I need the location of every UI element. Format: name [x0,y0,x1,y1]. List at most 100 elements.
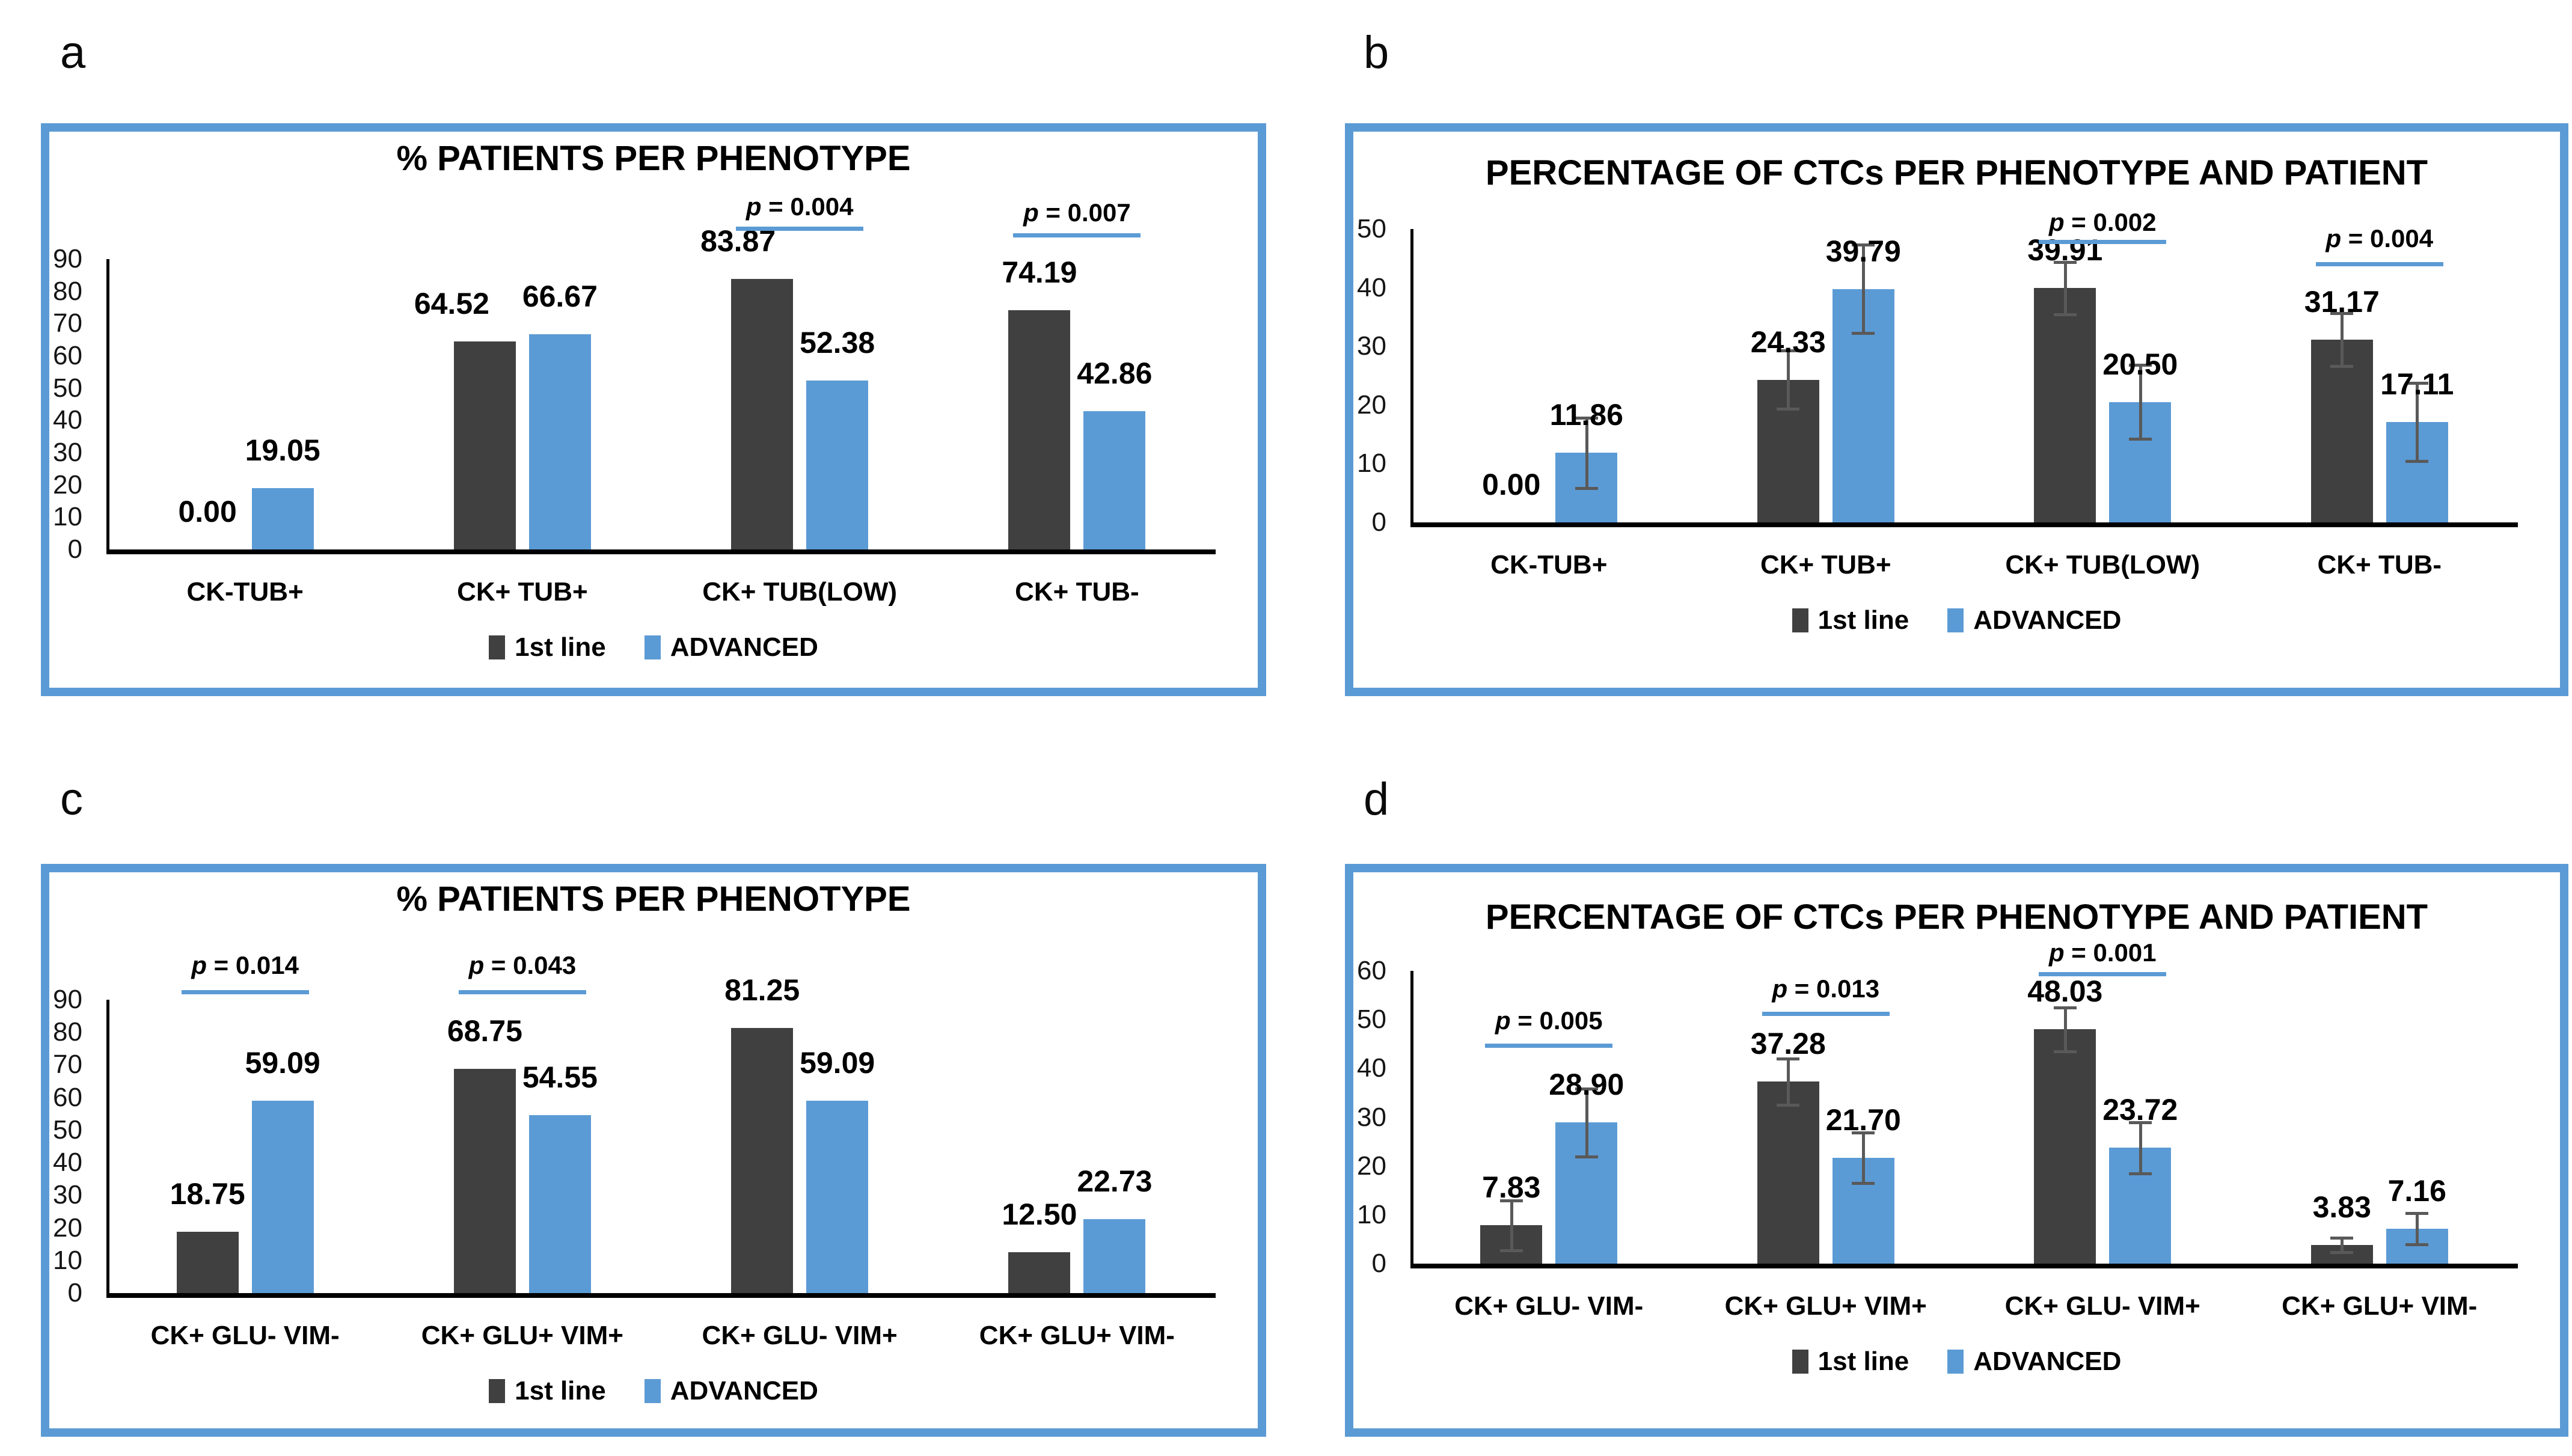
p-value-underline [458,990,586,994]
panel-d: PERCENTAGE OF CTCs PER PHENOTYPE AND PAT… [1345,864,2568,1437]
error-bar-cap [2330,1251,2354,1255]
error-bar-cap [2053,1050,2077,1053]
data-label: 20.50 [2102,347,2178,381]
data-label: 37.28 [1750,1027,1826,1061]
error-bar-cap [1575,416,1598,420]
error-bar [2341,313,2344,366]
category-label: CK+ TUB+ [1760,550,1891,580]
legend-item-advanced: ADVANCED [1947,605,2121,635]
bar-1st-line [1757,1081,1819,1264]
panel-letter-b: b [1364,27,1389,78]
data-label: 64.52 [414,286,489,320]
y-axis-line [106,1000,109,1293]
error-bar-cap [1777,349,1800,352]
p-value-annotation: p = 0.004 [2253,225,2506,252]
y-axis-tick-label: 40 [1357,272,1386,302]
error-bar-cap [2053,260,2077,264]
error-bar-cap [2128,1172,2152,1175]
data-label: 59.09 [800,1045,875,1080]
p-symbol: p [1495,1006,1511,1035]
y-axis-tick-label: 0 [67,534,82,564]
data-label: 21.70 [1825,1103,1901,1137]
category-label: CK+ GLU+ VIM- [979,1321,1175,1350]
y-axis-line [106,259,109,549]
panel-letter-a: a [60,27,86,78]
chart-title: % PATIENTS PER PHENOTYPE [396,139,911,178]
error-bar [1585,417,1588,488]
p-symbol: p [468,951,485,979]
p-value-text: = 0.004 [761,192,854,221]
data-label: 7.83 [1482,1170,1541,1205]
y-axis-tick-label: 10 [1357,448,1386,479]
x-axis-line [1410,1264,2518,1268]
error-bar [2416,382,2419,462]
category-label: CK+ TUB(LOW) [2005,550,2200,580]
error-bar-cap [1852,243,1875,247]
data-label: 12.50 [1002,1198,1077,1232]
error-bar-cap [1777,408,1800,411]
y-axis-tick-label: 10 [53,502,82,532]
category-label: CK+ TUB+ [457,577,588,607]
legend: 1st line ADVANCED [1353,1347,2560,1377]
data-label: 74.19 [1002,255,1077,289]
legend-swatch-advanced [644,635,661,659]
y-axis-tick-label: 50 [53,373,82,403]
p-value-text: = 0.002 [2064,208,2157,236]
category-label: CK-TUB+ [186,577,304,607]
category-label: CK-TUB+ [1490,550,1608,580]
error-bar-cap [1777,1057,1800,1061]
p-value-annotation: p = 0.014 [119,952,372,979]
y-axis-tick-label: 70 [53,1050,82,1080]
legend-swatch-1st-line [1792,608,1808,632]
bar-1st-line [176,1232,239,1293]
p-symbol: p [191,951,207,979]
legend-swatch-1st-line [489,1379,506,1403]
y-axis-tick-label: 40 [53,405,82,435]
error-bar [1787,350,1790,409]
y-axis-line [1410,229,1413,522]
data-label: 68.75 [447,1014,522,1048]
y-axis-tick-label: 30 [1357,331,1386,361]
data-label: 42.86 [1077,356,1153,390]
error-bar-cap [1852,331,1875,335]
legend-label: 1st line [515,632,606,662]
p-value-annotation: p = 0.005 [1422,1008,1675,1034]
chart-title: PERCENTAGE OF CTCs PER PHENOTYPE AND PAT… [1485,153,2428,192]
category-label: CK+ GLU- VIM- [1454,1291,1644,1321]
data-label: 59.09 [245,1045,320,1080]
legend-swatch-advanced [1947,608,1964,632]
y-axis-tick-label: 0 [67,1278,82,1308]
error-bar [2063,262,2067,315]
data-label: 54.55 [522,1060,598,1095]
panel-letter-c: c [60,774,83,825]
data-label: 66.67 [522,280,598,314]
p-value-annotation: p = 0.007 [951,200,1203,226]
data-label: 11.86 [1549,398,1623,432]
error-bar-cap [1575,1155,1598,1159]
data-label: 28.90 [1549,1068,1624,1102]
p-symbol: p [2048,208,2065,236]
p-value-underline [736,227,864,231]
bar-advanced [1083,1219,1146,1293]
legend-swatch-advanced [644,1379,661,1403]
error-bar-cap [2330,364,2354,368]
error-bar [2416,1213,2419,1244]
data-label: 0.00 [178,495,237,528]
category-label: CK+ GLU+ VIM+ [1724,1291,1927,1321]
p-value-underline [2315,262,2443,266]
error-bar [2063,1007,2067,1051]
error-bar-cap [1852,1182,1875,1185]
p-symbol: p [2048,938,2065,967]
data-label: 39.79 [1825,234,1901,268]
p-value-underline [181,990,309,994]
data-label: 24.33 [1750,325,1826,359]
data-label: 17.11 [2380,367,2454,401]
data-label: 3.83 [2312,1190,2371,1224]
p-value-underline [1762,1012,1890,1016]
category-label: CK+ GLU- VIM- [150,1321,340,1350]
error-bar-cap [2128,364,2152,367]
y-axis-tick-label: 70 [53,308,82,338]
error-bar-cap [1575,1087,1598,1090]
chart-title: % PATIENTS PER PHENOTYPE [396,879,911,919]
